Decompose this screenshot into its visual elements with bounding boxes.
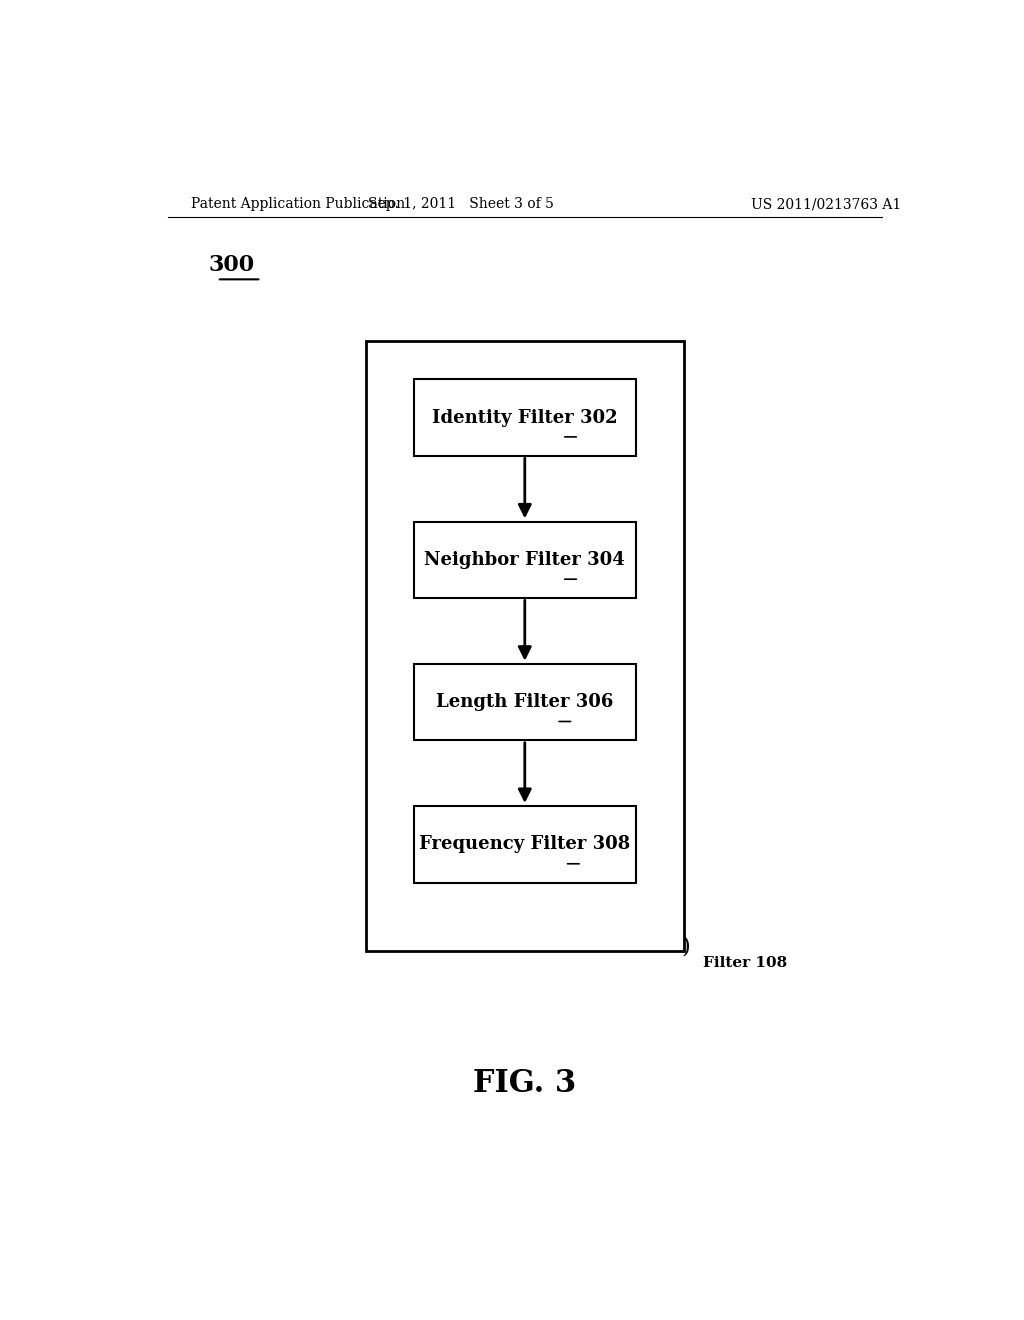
Bar [414,664,636,741]
Text: FIG. 3: FIG. 3 [473,1068,577,1098]
Text: Identity Filter 302: Identity Filter 302 [432,409,617,426]
Bar [414,379,636,455]
Bar [414,521,636,598]
Text: Length Filter 306: Length Filter 306 [436,693,613,711]
Text: ): ) [682,935,690,957]
Text: Neighbor Filter 304: Neighbor Filter 304 [424,550,626,569]
Text: 300: 300 [208,255,254,276]
Text: Patent Application Publication: Patent Application Publication [191,197,406,211]
Text: Filter 108: Filter 108 [703,957,787,970]
Bar [367,342,684,952]
Bar [414,807,636,883]
Text: US 2011/0213763 A1: US 2011/0213763 A1 [752,197,901,211]
Text: Frequency Filter 308: Frequency Filter 308 [419,836,631,854]
Text: Sep. 1, 2011   Sheet 3 of 5: Sep. 1, 2011 Sheet 3 of 5 [369,197,554,211]
